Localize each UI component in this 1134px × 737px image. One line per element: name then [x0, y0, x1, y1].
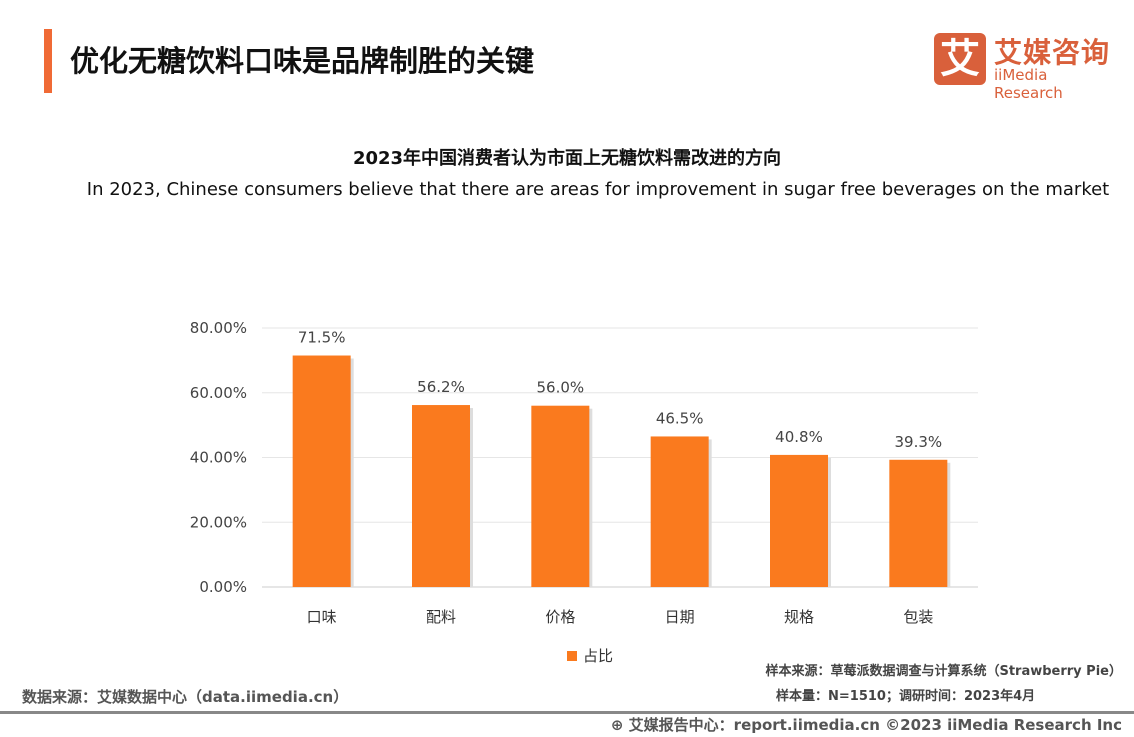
report-text: 艾媒报告中心：report.iimedia.cn ©2023 iiMedia R…: [628, 716, 1122, 734]
y-tick-label: 80.00%: [190, 319, 247, 337]
x-tick-label: 配料: [426, 608, 456, 626]
iimedia-logo: 艾 艾媒咨询 iiMedia Research: [934, 33, 1114, 102]
logo-en: iiMedia Research: [994, 66, 1063, 102]
x-tick-label: 日期: [665, 608, 695, 626]
report-footer: ⊕ 艾媒报告中心：report.iimedia.cn ©2023 iiMedia…: [611, 714, 1122, 735]
chart-title: 2023年中国消费者认为市面上无糖饮料需改进的方向: [352, 148, 782, 169]
data-label: 40.8%: [775, 428, 823, 446]
y-tick-label: 60.00%: [190, 384, 247, 402]
x-tick-label: 价格: [545, 608, 575, 626]
logo-mark: 艾: [934, 33, 986, 85]
y-tick-label: 20.00%: [190, 513, 247, 531]
data-label: 56.0%: [537, 379, 585, 397]
legend-swatch: [567, 651, 577, 661]
data-source: 数据来源：艾媒数据中心（data.iimedia.cn）: [22, 688, 349, 706]
bar: [412, 405, 470, 587]
bar: [889, 459, 948, 587]
x-tick-label: 口味: [307, 608, 337, 626]
legend: 占比: [567, 645, 613, 666]
page-title: 优化无糖饮料口味是品牌制胜的关键: [70, 44, 535, 78]
x-tick-label: 包装: [903, 608, 933, 626]
data-label: 39.3%: [895, 433, 943, 451]
bar: [650, 436, 709, 587]
sample-source: 样本来源：草莓派数据调查与计算系统（Strawberry Pie）: [765, 664, 1122, 679]
y-tick-label: 0.00%: [199, 578, 247, 596]
globe-icon: ⊕: [610, 716, 629, 734]
bar: [292, 355, 351, 587]
x-tick-label: 规格: [784, 608, 814, 626]
chart-subtitle: In 2023, Chinese consumers believe that …: [86, 179, 1110, 200]
sample-size: 样本量：N=1510；调研时间：2023年4月: [776, 689, 1036, 704]
data-label: 46.5%: [656, 409, 704, 427]
legend-label: 占比: [583, 647, 614, 665]
data-label: 71.5%: [298, 329, 346, 347]
title-accent-bar: [44, 29, 52, 93]
logo-cn: 艾媒咨询: [994, 36, 1111, 69]
y-tick-label: 40.00%: [190, 449, 247, 467]
footer-divider: [0, 711, 1134, 714]
bar: [531, 405, 590, 587]
bar: [770, 454, 828, 587]
data-label: 56.2%: [417, 378, 465, 396]
